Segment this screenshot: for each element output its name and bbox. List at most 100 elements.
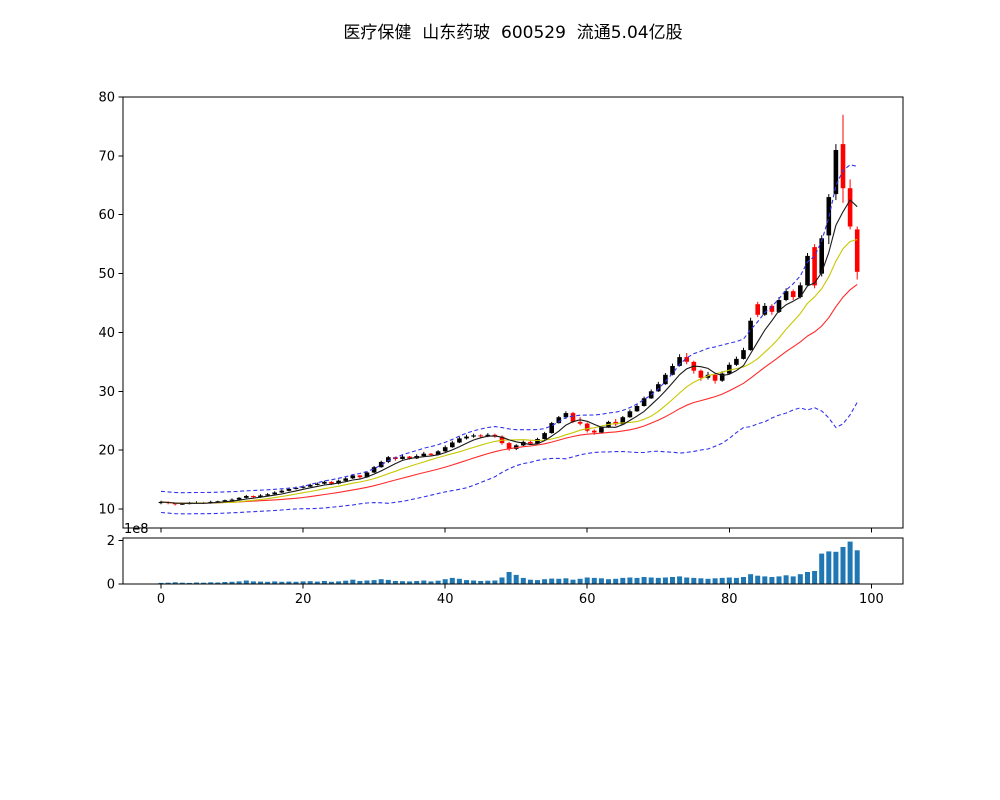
candlestick — [790, 289, 796, 301]
volume-bar — [598, 578, 604, 584]
candlestick — [577, 417, 583, 426]
volume-bar — [570, 579, 576, 584]
volume-bar — [549, 578, 555, 584]
candle-body — [428, 453, 434, 455]
candlestick — [400, 454, 405, 460]
volume-bar — [520, 577, 526, 584]
candle-body — [535, 439, 540, 444]
volume-bar — [833, 551, 839, 584]
volume-bar — [719, 577, 725, 584]
volume-bar — [506, 572, 512, 584]
volume-bar — [797, 574, 803, 584]
volume-panel-frame — [122, 537, 904, 585]
volume-bar — [776, 576, 782, 584]
volume-bar — [265, 581, 271, 584]
volume-bar — [378, 579, 384, 584]
candle-body — [812, 247, 817, 286]
volume-bar — [499, 577, 505, 584]
candle-body — [244, 496, 249, 498]
candle-body — [719, 373, 725, 381]
candle-body — [286, 489, 292, 491]
volume-bar — [769, 577, 775, 584]
volume-bar — [485, 580, 491, 584]
candlestick — [641, 396, 647, 407]
candle-body — [712, 374, 718, 381]
volume-bar — [705, 578, 711, 584]
candlestick — [584, 422, 590, 433]
volume-bar — [392, 581, 398, 584]
candlestick — [670, 363, 675, 376]
volume-bar — [371, 580, 377, 584]
candle-body — [663, 374, 668, 385]
candlestick — [457, 436, 462, 444]
volume-bar — [471, 580, 477, 584]
candle-body — [677, 357, 682, 366]
volume-tick-label: 2 — [107, 534, 115, 549]
volume-bar — [314, 581, 320, 584]
candlestick — [798, 282, 803, 299]
x-tick-label: 40 — [437, 592, 454, 607]
volume-bar — [513, 574, 519, 584]
candlestick — [450, 440, 455, 448]
candle-body — [798, 285, 803, 298]
candlestick — [734, 356, 739, 366]
candlestick — [826, 194, 832, 245]
x-tick-label: 20 — [295, 592, 312, 607]
price-tick-label: 30 — [98, 385, 115, 400]
candlestick — [272, 491, 277, 495]
volume-bar — [364, 580, 370, 584]
candle-body — [584, 423, 590, 431]
volume-bar — [847, 541, 853, 584]
candlestick — [265, 493, 270, 496]
candlestick — [442, 445, 448, 452]
candle-body — [400, 456, 405, 459]
candlestick — [343, 477, 348, 482]
price-tick-label: 10 — [98, 503, 115, 518]
candle-body — [251, 496, 256, 498]
candle-body — [847, 188, 853, 227]
volume-bar — [854, 550, 860, 584]
volume-bar — [542, 579, 548, 584]
volume-bar — [343, 580, 349, 584]
candle-body — [599, 427, 604, 433]
candle-body — [229, 499, 235, 501]
candle-body — [307, 484, 313, 487]
volume-bar — [449, 577, 455, 584]
candlestick — [471, 433, 476, 438]
volume-bar — [620, 577, 626, 584]
volume-bar — [584, 577, 590, 584]
candle-body — [435, 451, 441, 455]
candle-body — [776, 300, 782, 312]
candlestick — [322, 480, 327, 485]
candle-body — [762, 305, 768, 315]
volume-tick-label: 0 — [107, 578, 115, 593]
volume-bar — [670, 577, 675, 584]
candle-body — [506, 443, 512, 449]
volume-bar — [819, 553, 825, 584]
volume-bar — [222, 582, 228, 584]
candlestick — [741, 347, 746, 360]
candle-body — [265, 494, 270, 496]
candlestick — [549, 421, 554, 434]
volume-bar — [428, 581, 434, 584]
volume-bar — [733, 577, 739, 584]
candle-body — [670, 366, 675, 375]
candle-body — [293, 487, 299, 489]
candlestick — [542, 431, 547, 440]
candlestick — [727, 362, 732, 375]
volume-bar — [400, 581, 405, 584]
volume-bar — [321, 581, 327, 584]
volume-bar — [350, 579, 356, 584]
candlestick — [386, 456, 391, 464]
volume-bar — [236, 581, 242, 584]
candle-body — [627, 411, 633, 418]
volume-bar — [556, 578, 562, 584]
volume-bar — [300, 581, 306, 584]
candle-body — [315, 483, 320, 485]
volume-bar — [279, 581, 285, 584]
candlestick — [357, 474, 363, 479]
volume-bar — [726, 577, 732, 584]
candle-body — [236, 497, 242, 500]
candle-body — [556, 417, 562, 424]
candle-body — [279, 490, 285, 493]
